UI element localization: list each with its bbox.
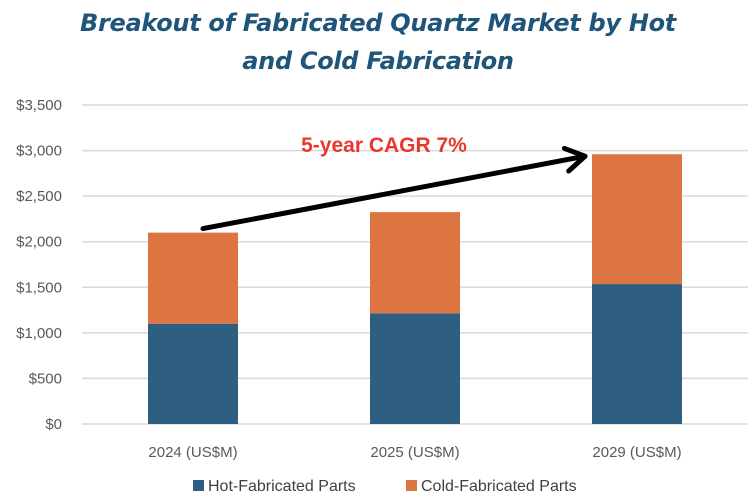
x-category-label: 2024 (US$M) <box>148 444 237 461</box>
chart-title-line-2: and Cold Fabrication <box>242 47 514 75</box>
legend-label-cold: Cold-Fabricated Parts <box>421 478 577 495</box>
cagr-arrow-head-icon <box>561 145 588 174</box>
y-tick-label: $3,500 <box>16 97 62 114</box>
bar-hot-0 <box>148 323 238 424</box>
y-tick-label: $3,000 <box>16 143 62 160</box>
legend-swatch-hot <box>193 480 204 491</box>
cagr-arrow-shaft <box>200 153 588 232</box>
bar-hot-2 <box>592 284 682 424</box>
legend-label-hot: Hot-Fabricated Parts <box>208 478 356 495</box>
y-tick-label: $1,000 <box>16 325 62 342</box>
bar-cold-0 <box>148 232 238 324</box>
chart-title: Breakout of Fabricated Quartz Market by … <box>0 4 756 80</box>
y-tick-label: $2,500 <box>16 188 62 205</box>
x-axis-category-labels: 2024 (US$M) 2025 (US$M) 2029 (US$M) <box>148 444 681 461</box>
y-tick-label: $1,500 <box>16 279 62 296</box>
chart-title-line-1: Breakout of Fabricated Quartz Market by … <box>80 9 676 37</box>
cagr-annotation: 5-year CAGR 7% <box>301 134 467 157</box>
y-tick-label: $500 <box>29 370 62 387</box>
y-tick-label: $2,000 <box>16 234 62 251</box>
bar-hot-1 <box>370 313 460 424</box>
bar-cold-1 <box>370 212 460 314</box>
bars <box>148 154 682 424</box>
annotations: 5-year CAGR 7% <box>200 134 588 232</box>
legend: Hot-Fabricated Parts Cold-Fabricated Par… <box>193 478 577 495</box>
legend-swatch-cold <box>406 480 417 491</box>
x-category-label: 2029 (US$M) <box>592 444 681 461</box>
y-axis-tick-labels: $0 $500 $1,000 $1,500 $2,000 $2,500 $3,000 $3,5… <box>16 97 62 433</box>
x-category-label: 2025 (US$M) <box>370 444 459 461</box>
bar-cold-2 <box>592 154 682 285</box>
y-tick-label: $0 <box>45 416 62 433</box>
